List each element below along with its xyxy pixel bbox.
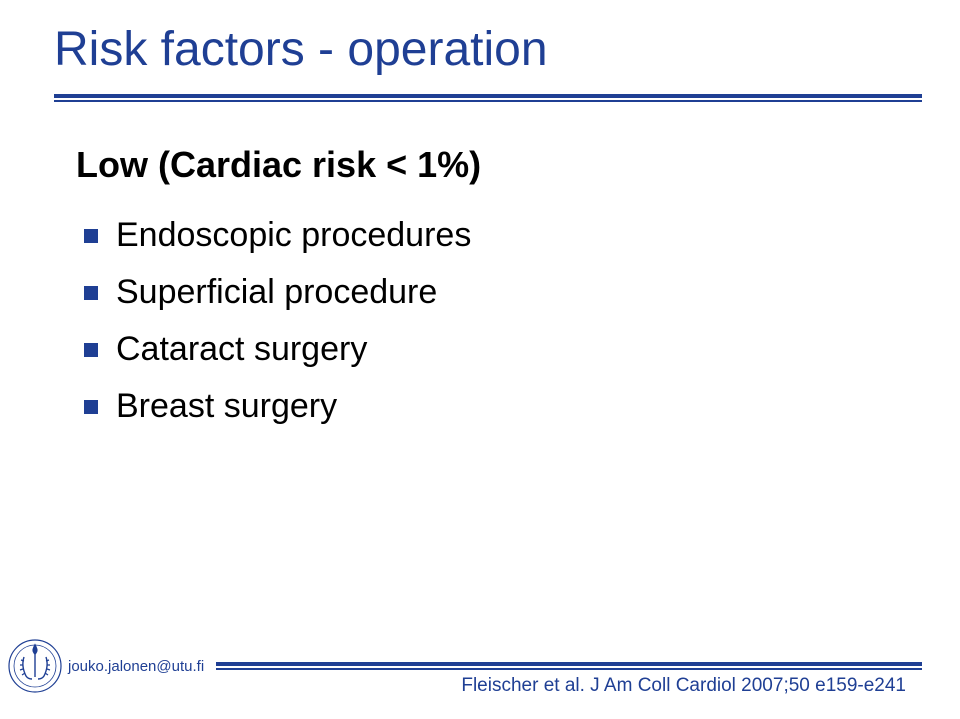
bullet-icon (84, 400, 98, 414)
bullet-icon (84, 229, 98, 243)
slide: Risk factors - operation Low (Cardiac ri… (0, 0, 960, 719)
bullet-text: Cataract surgery (116, 330, 367, 369)
list-item: Endoscopic procedures (84, 216, 471, 255)
list-item: Superficial procedure (84, 273, 471, 312)
bullet-text: Breast surgery (116, 387, 337, 426)
slide-title: Risk factors - operation (54, 22, 548, 77)
footer: jouko.jalonen@utu.fi Fleischer et al. J … (0, 637, 960, 695)
footer-divider (216, 662, 922, 670)
citation: Fleischer et al. J Am Coll Cardiol 2007;… (461, 675, 906, 697)
slide-subtitle: Low (Cardiac risk < 1%) (76, 144, 481, 186)
list-item: Cataract surgery (84, 330, 471, 369)
bullet-list: Endoscopic procedures Superficial proced… (84, 216, 471, 444)
university-seal-icon (6, 637, 64, 695)
bullet-text: Superficial procedure (116, 273, 437, 312)
title-divider (54, 94, 922, 102)
list-item: Breast surgery (84, 387, 471, 426)
footer-email: jouko.jalonen@utu.fi (68, 658, 204, 675)
bullet-text: Endoscopic procedures (116, 216, 471, 255)
bullet-icon (84, 286, 98, 300)
bullet-icon (84, 343, 98, 357)
